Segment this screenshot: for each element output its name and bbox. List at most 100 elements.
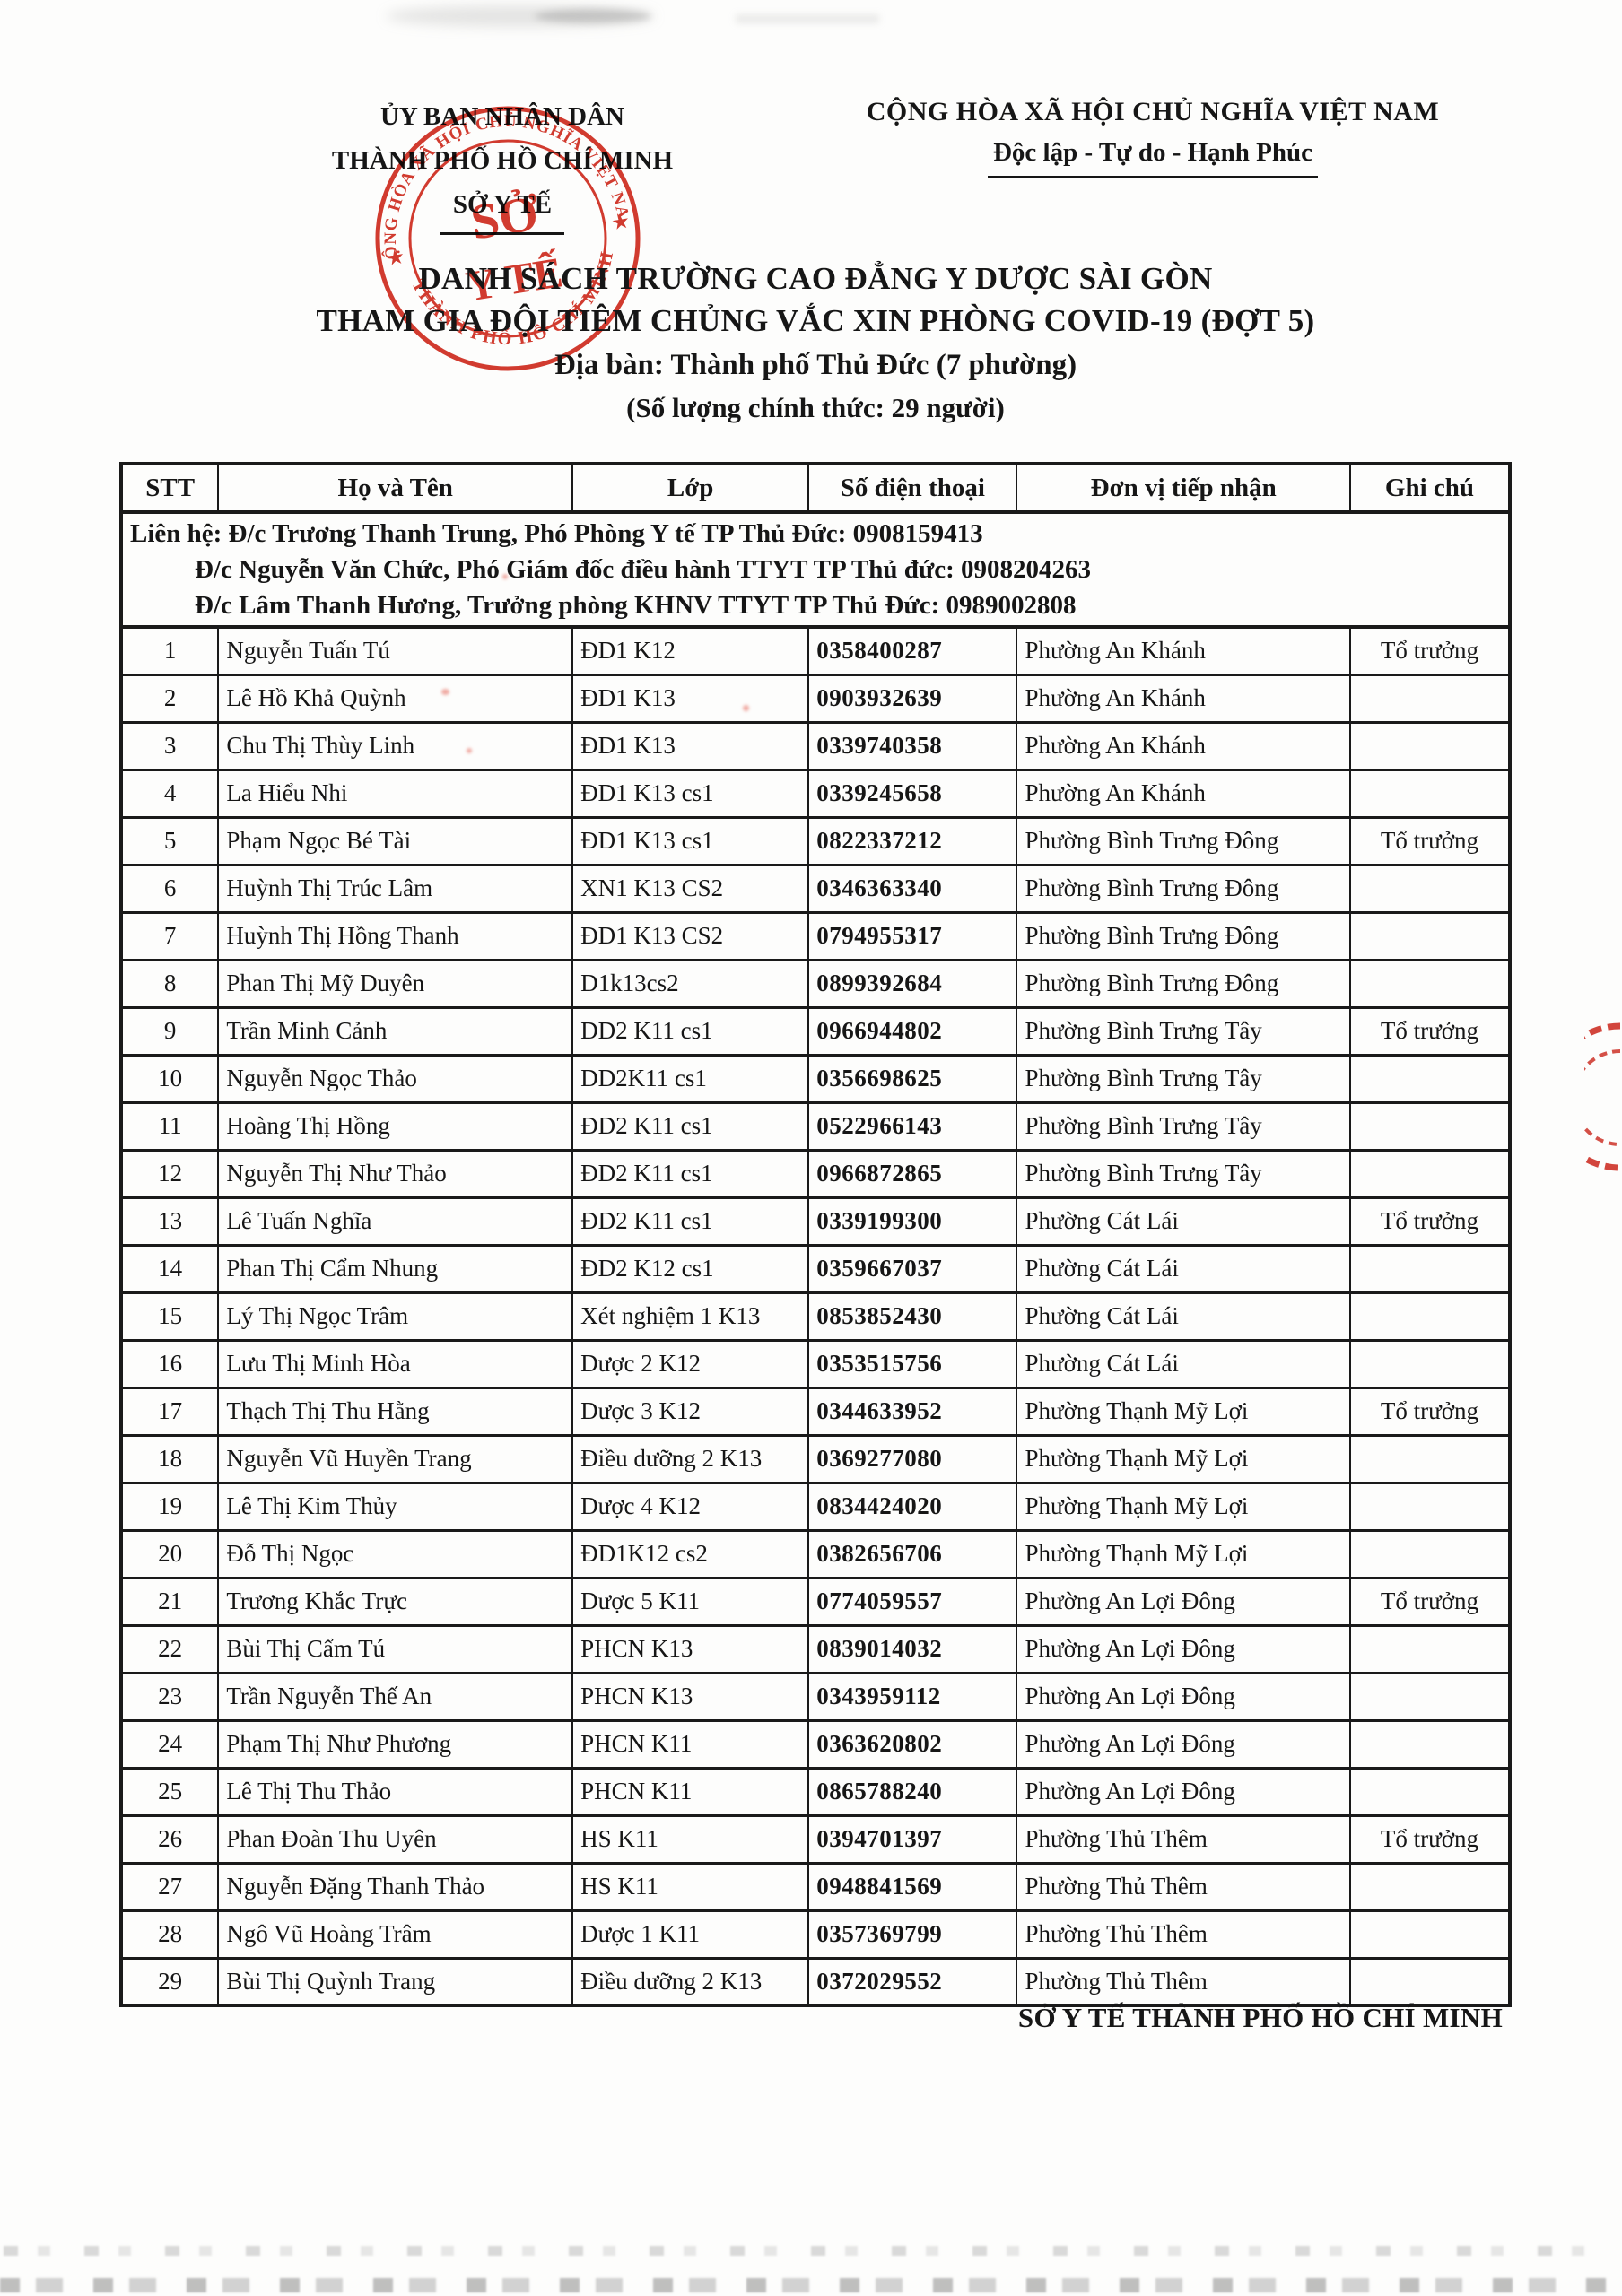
cell-name: Bùi Thị Quỳnh Trang <box>217 1957 574 2007</box>
table-row: 8 Phan Thị Mỹ Duyên D1k13cs2 0899392684 … <box>119 959 1512 1009</box>
cell-unit: Phường An Lợi Đông <box>1016 1719 1351 1770</box>
cell-note <box>1348 1244 1512 1294</box>
cell-unit: Phường An Lợi Đông <box>1016 1767 1351 1817</box>
cell-class: Dược 3 K12 <box>571 1387 810 1437</box>
cell-note: Tổ trưởng <box>1348 626 1512 676</box>
cell-unit: Phường An Lợi Đông <box>1016 1672 1351 1722</box>
cell-phone: 0339199300 <box>807 1196 1018 1247</box>
cell-phone: 0358400287 <box>807 626 1018 676</box>
cell-name: Lưu Thị Minh Hòa <box>217 1339 574 1389</box>
cell-class: Điều dưỡng 2 K13 <box>571 1957 810 2007</box>
cell-note <box>1348 864 1512 914</box>
cell-phone: 0834424020 <box>807 1482 1018 1532</box>
cell-class: XN1 K13 CS2 <box>571 864 810 914</box>
cell-note <box>1348 674 1512 724</box>
cell-stt: 17 <box>119 1387 220 1437</box>
table-row: 29 Bùi Thị Quỳnh Trang Điều dưỡng 2 K13 … <box>119 1957 1512 2007</box>
cell-unit: Phường An Lợi Đông <box>1016 1577 1351 1627</box>
cell-name: Huỳnh Thị Trúc Lâm <box>217 864 574 914</box>
table-row: 10 Nguyễn Ngọc Thảo DD2K11 cs1 035669862… <box>119 1054 1512 1104</box>
cell-unit: Phường An Khánh <box>1016 769 1351 819</box>
cell-stt: 18 <box>119 1434 220 1484</box>
cell-phone: 0372029552 <box>807 1957 1018 2007</box>
cell-phone: 0865788240 <box>807 1767 1018 1817</box>
table-row: 25 Lê Thị Thu Thảo PHCN K11 0865788240 P… <box>119 1767 1512 1817</box>
cell-note <box>1348 1957 1512 2007</box>
cell-stt: 10 <box>119 1054 220 1104</box>
table-row: 27 Nguyễn Đặng Thanh Thảo HS K11 0948841… <box>119 1862 1512 1912</box>
cell-note <box>1348 1767 1512 1817</box>
cell-name: Phan Thị Mỹ Duyên <box>217 959 574 1009</box>
cell-stt: 2 <box>119 674 220 724</box>
cell-unit: Phường Thạnh Mỹ Lợi <box>1016 1387 1351 1437</box>
authority-department: SỞ Y TẾ <box>440 183 565 235</box>
cell-name: La Hiểu Nhi <box>217 769 574 819</box>
cell-unit: Phường Bình Trưng Tây <box>1016 1054 1351 1104</box>
cell-stt: 22 <box>119 1624 220 1674</box>
cell-stt: 19 <box>119 1482 220 1532</box>
cell-phone: 0522966143 <box>807 1101 1018 1152</box>
cell-phone: 0382656706 <box>807 1529 1018 1579</box>
cell-note <box>1348 1434 1512 1484</box>
title-line-1: DANH SÁCH TRƯỜNG CAO ĐẲNG Y DƯỢC SÀI GÒN <box>418 261 1213 296</box>
cell-phone: 0346363340 <box>807 864 1018 914</box>
cell-unit: Phường Bình Trưng Đông <box>1016 816 1351 866</box>
cell-class: ĐD1 K12 <box>571 626 810 676</box>
cell-class: ĐD1 K13 CS2 <box>571 911 810 961</box>
cell-name: Đỗ Thị Ngọc <box>217 1529 574 1579</box>
cell-stt: 8 <box>119 959 220 1009</box>
participants-table: STT Họ và Tên Lớp Số điện thoại Đơn vị t… <box>119 462 1512 2007</box>
cell-unit: Phường Cát Lái <box>1016 1244 1351 1294</box>
cell-phone: 0853852430 <box>807 1292 1018 1342</box>
cell-stt: 6 <box>119 864 220 914</box>
cell-note <box>1348 911 1512 961</box>
signature-authority: SỞ Y TẾ THÀNH PHỐ HỒ CHÍ MINH <box>1017 2002 1503 2033</box>
cell-note <box>1348 1482 1512 1532</box>
cell-stt: 4 <box>119 769 220 819</box>
table-row: 6 Huỳnh Thị Trúc Lâm XN1 K13 CS2 0346363… <box>119 864 1512 914</box>
cell-stt: 21 <box>119 1577 220 1627</box>
cell-class: ĐD2 K11 cs1 <box>571 1196 810 1247</box>
cell-stt: 12 <box>119 1149 220 1199</box>
cell-unit: Phường Bình Trưng Đông <box>1016 864 1351 914</box>
cell-unit: Phường An Khánh <box>1016 674 1351 724</box>
table-row: 23 Trần Nguyễn Thế An PHCN K13 034395911… <box>119 1672 1512 1722</box>
header-name: Họ và Tên <box>217 462 574 514</box>
table-row: 19 Lê Thị Kim Thủy Dược 4 K12 0834424020… <box>119 1482 1512 1532</box>
title-line-4: (Số lượng chính thức: 29 người) <box>626 392 1005 423</box>
cell-name: Nguyễn Thị Như Thảo <box>217 1149 574 1199</box>
header-note: Ghi chú <box>1348 462 1512 514</box>
stamp-star-left-icon: ★ <box>386 248 405 270</box>
cell-stt: 24 <box>119 1719 220 1770</box>
national-motto-block: CỘNG HÒA XÃ HỘI CHỦ NGHĨA VIỆT NAM Độc l… <box>839 90 1467 178</box>
header-stt: STT <box>119 462 220 514</box>
table-row: 21 Trương Khắc Trực Dược 5 K11 077405955… <box>119 1577 1512 1627</box>
table-row: 16 Lưu Thị Minh Hòa Dược 2 K12 035351575… <box>119 1339 1512 1389</box>
cell-name: Ngô Vũ Hoàng Trâm <box>217 1909 574 1960</box>
cell-note <box>1348 1862 1512 1912</box>
table-row: 11 Hoàng Thị Hồng ĐD2 K11 cs1 0522966143… <box>119 1101 1512 1152</box>
cell-phone: 0794955317 <box>807 911 1018 961</box>
cell-name: Nguyễn Ngọc Thảo <box>217 1054 574 1104</box>
cell-stt: 16 <box>119 1339 220 1389</box>
cell-class: Dược 1 K11 <box>571 1909 810 1960</box>
title-line-3: Địa bàn: Thành phố Thủ Đức (7 phường) <box>554 349 1077 381</box>
scan-noise-band <box>4 2246 1618 2256</box>
header-unit: Đơn vị tiếp nhận <box>1016 462 1351 514</box>
cell-name: Thạch Thị Thu Hằng <box>217 1387 574 1437</box>
cell-phone: 0343959112 <box>807 1672 1018 1722</box>
cell-note <box>1348 1529 1512 1579</box>
cell-phone: 0774059557 <box>807 1577 1018 1627</box>
cell-phone: 0359667037 <box>807 1244 1018 1294</box>
cell-note: Tổ trưởng <box>1348 1577 1512 1627</box>
table-row: 2 Lê Hồ Khả Quỳnh ĐD1 K13 0903932639 Phư… <box>119 674 1512 724</box>
cell-class: PHCN K13 <box>571 1672 810 1722</box>
table-row: 24 Phạm Thị Như Phương PHCN K11 03636208… <box>119 1719 1512 1770</box>
cell-name: Huỳnh Thị Hồng Thanh <box>217 911 574 961</box>
cell-note <box>1348 1909 1512 1960</box>
cell-name: Phan Đoàn Thu Uyên <box>217 1814 574 1865</box>
cell-note <box>1348 959 1512 1009</box>
scan-smudge <box>736 14 879 23</box>
cell-phone: 0839014032 <box>807 1624 1018 1674</box>
cell-name: Nguyễn Vũ Huyền Trang <box>217 1434 574 1484</box>
